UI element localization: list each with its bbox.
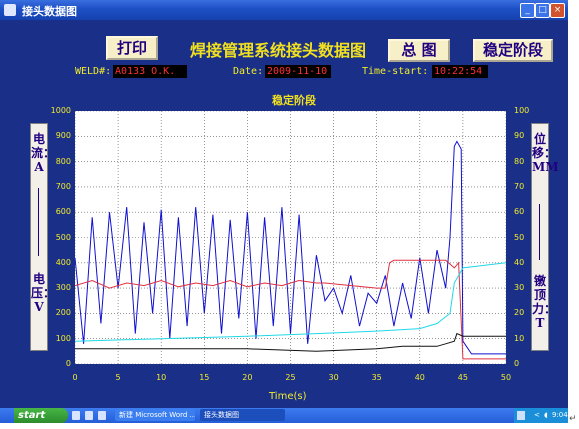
app-window: 接头数据图 _ □ × 打印 焊接管理系统接头数据图 总 图 稳定阶段 WELD… — [0, 0, 568, 408]
series-line-电压 — [74, 259, 506, 360]
right-axis-panel: 位移：MM 镦顶力：T — [531, 123, 559, 351]
x-tick: 45 — [457, 373, 468, 382]
quicklaunch-desktop-icon[interactable] — [98, 411, 106, 420]
series-line-位移 — [74, 262, 507, 342]
plot-area — [74, 110, 507, 365]
time-start-label: Time-start: — [362, 66, 429, 77]
y-tick-right: 30 — [514, 283, 525, 293]
quicklaunch-ie-icon[interactable] — [72, 411, 80, 420]
y-tick-left: 600 — [55, 207, 71, 217]
y-tick-left: 800 — [55, 156, 71, 166]
return-mark: ↵ — [569, 414, 577, 424]
title-bar[interactable]: 接头数据图 _ □ × — [0, 0, 568, 20]
weld-value: A0133 O.K. — [113, 65, 187, 78]
x-tick: 5 — [115, 373, 121, 382]
x-tick: 0 — [72, 373, 78, 382]
x-tick: 20 — [242, 373, 253, 382]
y-tick-right: 90 — [514, 131, 525, 141]
x-tick: 30 — [328, 373, 339, 382]
y-tick-right: 60 — [514, 207, 525, 217]
y-tick-left: 400 — [55, 257, 71, 267]
taskbar-item-word[interactable]: 新建 Microsoft Word ... — [115, 409, 195, 421]
window-title: 接头数据图 — [22, 5, 77, 18]
displacement-legend-line — [539, 204, 540, 260]
series-line-电流 — [74, 140, 506, 355]
close-icon[interactable]: × — [550, 3, 565, 18]
y-tick-left: 0 — [65, 359, 71, 368]
system-tray: < ◖ 9:04 — [514, 408, 568, 423]
stable-stage-button[interactable]: 稳定阶段 — [473, 39, 553, 62]
x-tick: 35 — [371, 373, 382, 382]
y-tick-right: 50 — [514, 232, 525, 242]
quicklaunch-folder-icon[interactable] — [85, 411, 93, 420]
displacement-axis-label: 位移：MM — [532, 132, 559, 174]
y-tick-left: 300 — [55, 283, 71, 293]
y-tick-right: 20 — [514, 308, 525, 318]
y-tick-left: 500 — [55, 232, 71, 242]
date-value: 2009-11-10 — [265, 65, 331, 78]
series-line-镦顶力 — [75, 332, 506, 352]
x-tick: 40 — [414, 373, 425, 382]
overview-button[interactable]: 总 图 — [388, 39, 450, 62]
force-axis-label: 镦顶力：T — [532, 274, 557, 330]
tray-icon[interactable] — [517, 411, 525, 420]
date-label: Date: — [233, 66, 264, 77]
x-tick: 15 — [199, 373, 210, 382]
app-icon — [4, 4, 16, 16]
time-start-value: 10:22:54 — [432, 65, 488, 78]
y-tick-left: 1000 — [50, 106, 71, 115]
y-tick-right: 70 — [514, 181, 525, 191]
left-axis-panel: 电流：A 电压：V — [30, 123, 55, 351]
taskbar-item-chart[interactable]: 接头数据图 — [200, 409, 285, 421]
taskbar: start 新建 Microsoft Word ... 接头数据图 < ◖ 9:… — [0, 408, 568, 423]
x-axis-label: Time(s) — [269, 391, 307, 402]
y-tick-right: 10 — [514, 333, 525, 343]
print-button[interactable]: 打印 — [106, 36, 158, 60]
x-tick: 10 — [156, 373, 167, 382]
volume-icon[interactable]: ◖ — [544, 411, 548, 419]
weld-label: WELD#: — [75, 66, 112, 77]
chart-svg — [74, 110, 507, 365]
clock: 9:04 — [552, 411, 568, 419]
y-tick-right: 100 — [514, 106, 530, 115]
chart-title: 稳定阶段 — [272, 94, 316, 107]
x-tick: 50 — [500, 373, 512, 382]
start-button[interactable]: start — [14, 408, 68, 423]
current-legend-line — [38, 188, 39, 256]
app-title: 焊接管理系统接头数据图 — [190, 41, 367, 60]
y-tick-left: 700 — [55, 181, 71, 191]
y-tick-left: 900 — [55, 131, 71, 141]
tray-arrow-icon[interactable]: < — [534, 411, 540, 419]
y-tick-right: 0 — [514, 359, 520, 368]
y-tick-right: 40 — [514, 257, 525, 267]
y-tick-right: 80 — [514, 156, 525, 166]
minimize-icon[interactable]: _ — [520, 3, 535, 18]
maximize-icon[interactable]: □ — [535, 3, 550, 18]
x-tick: 25 — [285, 373, 296, 382]
y-tick-left: 100 — [55, 333, 71, 343]
y-tick-left: 200 — [55, 308, 71, 318]
